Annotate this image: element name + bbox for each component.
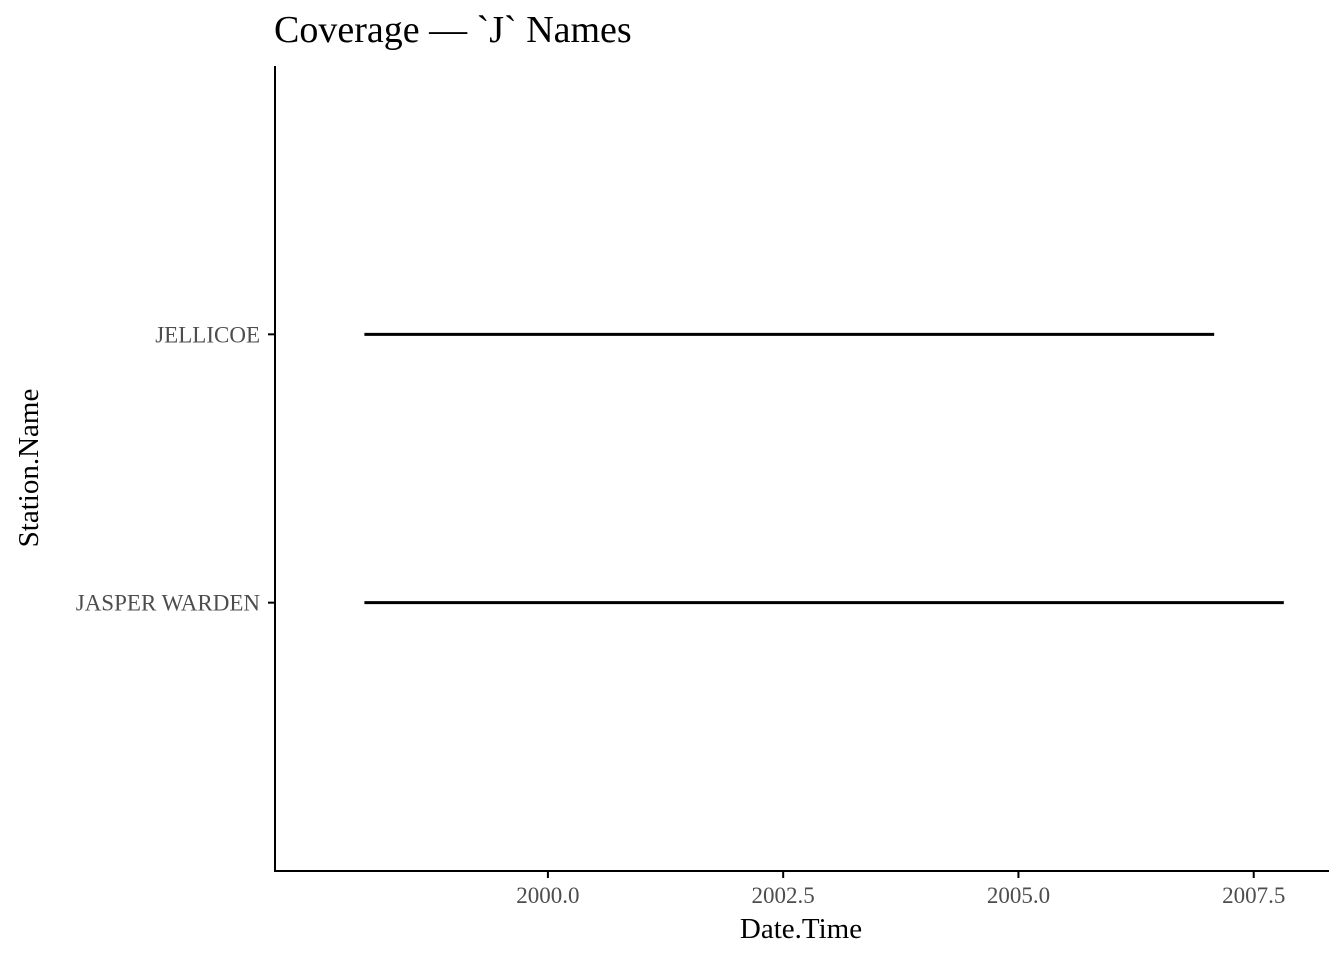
y-axis-ticks: JASPER WARDEN JELLICOE xyxy=(76,322,275,616)
x-tick-label: 2000.0 xyxy=(516,883,579,908)
x-tick-label: 2005.0 xyxy=(987,883,1050,908)
x-axis-title: Date.Time xyxy=(740,913,862,945)
x-tick-label: 2007.5 xyxy=(1222,883,1285,908)
coverage-segments xyxy=(364,332,1284,605)
y-tick-label-jellicoe: JELLICOE xyxy=(155,322,260,347)
y-axis-title: Station.Name xyxy=(13,389,45,548)
x-tick-label: 2002.5 xyxy=(752,883,815,908)
chart-title: Coverage — `J` Names xyxy=(274,9,632,51)
y-tick-label-jasper-warden: JASPER WARDEN xyxy=(76,591,261,616)
x-axis-ticks: 2000.0 2002.5 2005.0 2007.5 xyxy=(516,871,1285,908)
